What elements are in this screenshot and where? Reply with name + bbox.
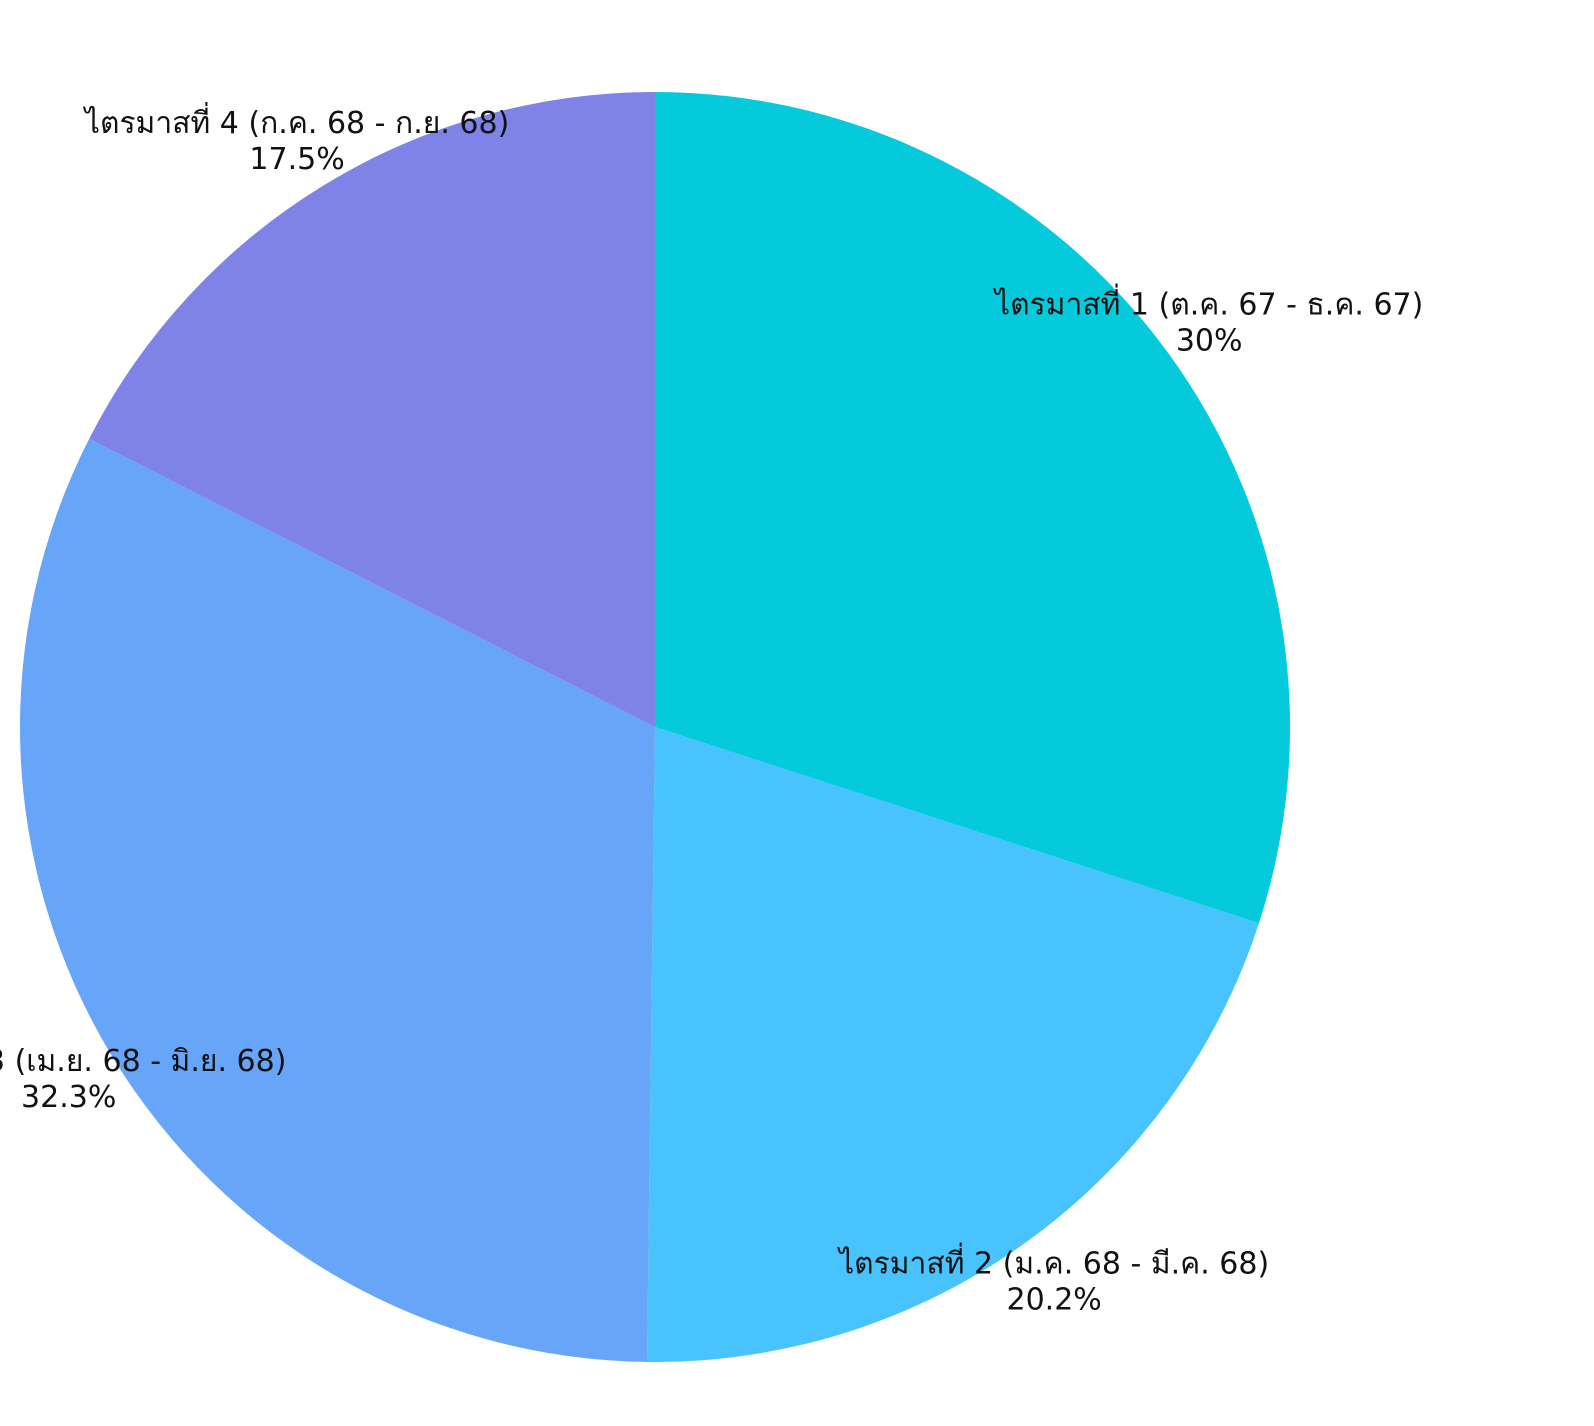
- pie-slice-q3: [19, 438, 655, 1362]
- slice-value-q1: 30%: [1176, 323, 1243, 358]
- slice-label-q4: ไตรมาสที่ 4 (ก.ค. 68 - ก.ย. 68): [83, 102, 509, 141]
- slice-value-q4: 17.5%: [249, 142, 344, 177]
- slice-value-q3: 32.3%: [21, 1080, 116, 1115]
- slice-value-q2: 20.2%: [1006, 1283, 1101, 1318]
- pie-slice-q1: [655, 92, 1290, 924]
- pie-slices: [19, 92, 1290, 1362]
- pie-slice-q4: [89, 92, 655, 727]
- pie-labels: ไตรมาสที่ 1 (ต.ค. 67 - ธ.ค. 67)30% ไตรมาส…: [0, 102, 1423, 1318]
- slice-label-q2: ไตรมาสที่ 2 (ม.ค. 68 - มี.ค. 68): [837, 1243, 1269, 1282]
- slice-label-q3: ไตรมาสที่ 3 (เม.ย. 68 - มิ.ย. 68): [0, 1040, 286, 1079]
- slice-label-q1: ไตรมาสที่ 1 (ต.ค. 67 - ธ.ค. 67): [993, 283, 1423, 322]
- pie-slice-q2: [647, 727, 1259, 1362]
